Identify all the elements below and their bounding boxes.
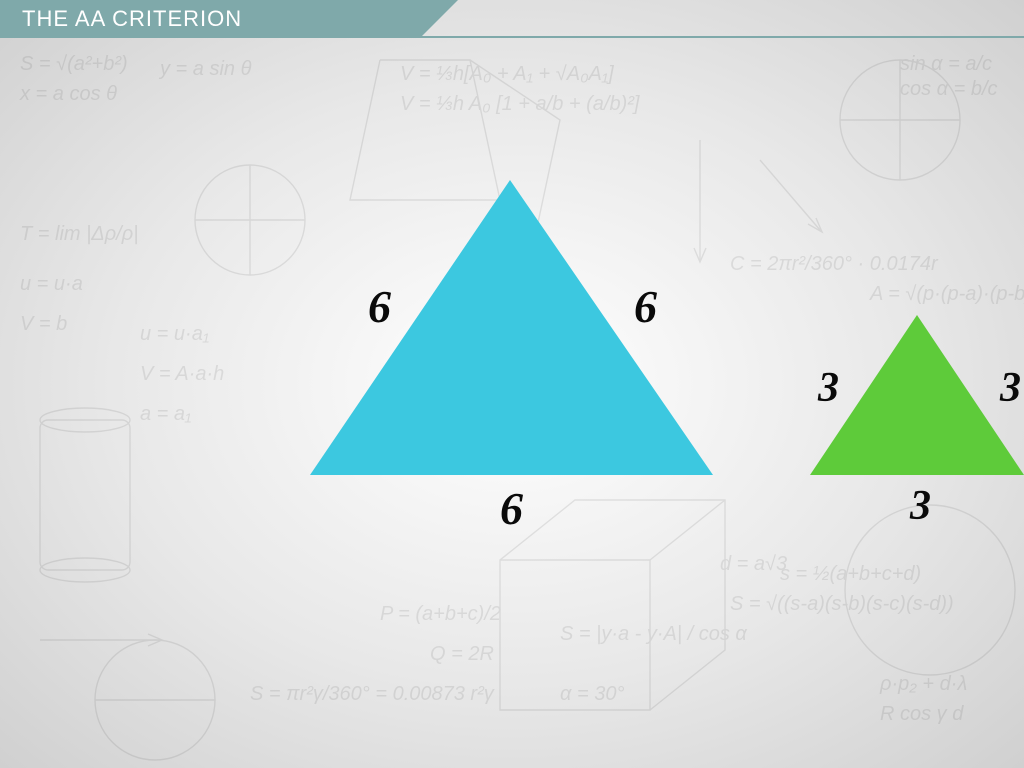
triangle-large-side-left-label: 6 (368, 280, 391, 333)
svg-text:V = ⅓h[A₀ + A₁ + √A₀A₁]: V = ⅓h[A₀ + A₁ + √A₀A₁] (400, 63, 614, 85)
triangle-large-side-bottom-label: 6 (500, 482, 523, 535)
svg-text:sin α = a/c: sin α = a/c (900, 53, 992, 75)
triangle-large (0, 0, 1024, 768)
svg-text:d = a√3: d = a√3 (720, 553, 787, 575)
svg-text:u = u·a₁: u = u·a₁ (140, 323, 209, 345)
svg-text:V = ⅓h A₀ [1 + a/b + (a/b)²]: V = ⅓h A₀ [1 + a/b + (a/b)²] (400, 93, 640, 115)
svg-text:S = √(a²+b²): S = √(a²+b²) (20, 53, 128, 75)
svg-text:S = πr²γ/360° = 0.00873 r²γ: S = πr²γ/360° = 0.00873 r²γ (250, 683, 495, 705)
svg-text:ρ·p₂ + d·λ: ρ·p₂ + d·λ (879, 673, 967, 695)
page-title: THE AA CRITERION (22, 6, 242, 32)
svg-text:a = a₁: a = a₁ (140, 403, 191, 425)
svg-text:R cos γ d: R cos γ d (880, 703, 964, 725)
svg-text:S = |y·a - y·A| / cos α: S = |y·a - y·A| / cos α (560, 623, 747, 645)
svg-text:A = √(p·(p-a)·(p-b)·(p-c)): A = √(p·(p-a)·(p-b)·(p-c)) (869, 283, 1024, 305)
svg-text:V = b: V = b (20, 313, 67, 335)
triangle-small-side-right-label: 3 (1000, 364, 1021, 412)
svg-text:α = 30°: α = 30° (560, 683, 624, 705)
svg-text:x = a cos θ: x = a cos θ (19, 83, 117, 105)
svg-text:V = A·a·h: V = A·a·h (140, 363, 224, 385)
svg-text:cos α = b/c: cos α = b/c (900, 78, 998, 100)
triangle-small (0, 0, 1024, 768)
svg-text:Q = 2R: Q = 2R (430, 643, 494, 665)
triangle-small-side-left-label: 3 (818, 364, 839, 412)
svg-text:y = a sin θ: y = a sin θ (158, 58, 252, 80)
svg-text:u = u·a: u = u·a (20, 273, 83, 295)
svg-text:S = √((s-a)(s-b)(s-c)(s-d)): S = √((s-a)(s-b)(s-c)(s-d)) (730, 593, 954, 615)
math-background: S = √(a²+b²) x = a cos θ y = a sin θ V =… (0, 0, 1024, 768)
triangle-small-side-bottom-label: 3 (910, 482, 931, 530)
svg-text:s = ½(a+b+c+d): s = ½(a+b+c+d) (780, 563, 921, 585)
svg-text:C = 2πr²/360° · 0.0174r: C = 2πr²/360° · 0.0174r (730, 253, 939, 275)
svg-text:P = (a+b+c)/2: P = (a+b+c)/2 (380, 603, 501, 625)
title-bar: THE AA CRITERION (0, 0, 420, 38)
triangle-large-side-right-label: 6 (634, 280, 657, 333)
svg-text:T = lim |Δρ/ρ|: T = lim |Δρ/ρ| (20, 223, 138, 245)
